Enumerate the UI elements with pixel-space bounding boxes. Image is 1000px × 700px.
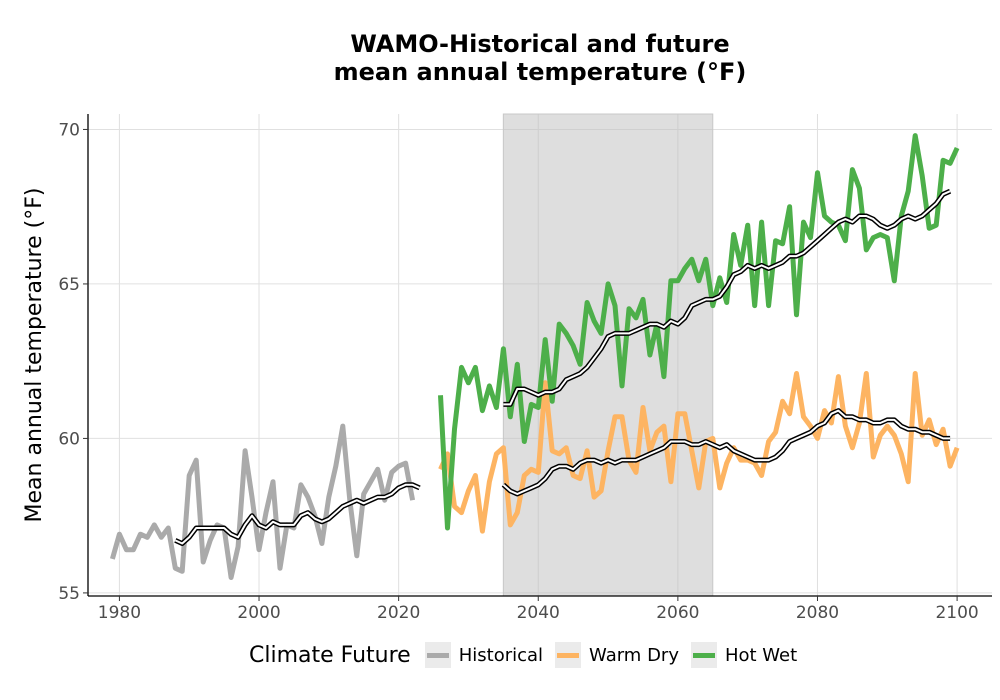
- series-lines: [109, 133, 960, 580]
- legend-title: Climate Future: [249, 642, 411, 668]
- chart-title-line-1: WAMO-Historical and future: [350, 30, 730, 58]
- legend-item-warm-dry: Warm Dry: [555, 642, 679, 668]
- y-axis-label: Mean annual temperature (°F): [22, 188, 47, 523]
- legend-key-hot-wet: [690, 642, 717, 668]
- legend: Climate Future Historical Warm Dry Hot W…: [249, 640, 809, 670]
- shaded-period-rect: [502, 113, 714, 597]
- x-tick-label-2080: 2080: [796, 603, 839, 623]
- legend-label-historical: Historical: [458, 644, 544, 666]
- x-tick-label-2020: 2020: [377, 603, 420, 623]
- x-tick-label-2100: 2100: [935, 603, 978, 623]
- legend-label-hot-wet: Hot Wet: [724, 644, 798, 666]
- legend-item-historical: Historical: [424, 642, 544, 668]
- x-tick-label-2060: 2060: [656, 603, 699, 623]
- series-line-hot-wet: [438, 133, 960, 531]
- legend-key-historical: [424, 642, 451, 668]
- x-tick-label-2000: 2000: [237, 603, 280, 623]
- axes: [87, 114, 992, 597]
- shaded-period: [502, 113, 714, 597]
- x-tick-label-2040: 2040: [517, 603, 560, 623]
- chart-title: WAMO-Historical and future mean annual t…: [40, 30, 1000, 86]
- trend-line-hot-wet: [503, 190, 951, 406]
- x-tick-label-1980: 1980: [98, 603, 141, 623]
- x-axis-ticks: 1980 2000 2020 2040 2060 2080 2100: [98, 596, 979, 623]
- y-tick-label-60: 60: [58, 429, 80, 449]
- legend-label-warm-dry: Warm Dry: [589, 644, 679, 666]
- chart-title-line-2: mean annual temperature (°F): [333, 58, 747, 86]
- trend-line-historical: [174, 483, 421, 545]
- legend-item-hot-wet: Hot Wet: [690, 642, 798, 668]
- y-tick-label-65: 65: [58, 275, 80, 295]
- legend-key-warm-dry: [555, 642, 582, 668]
- y-tick-label-70: 70: [58, 120, 80, 140]
- y-tick-label-55: 55: [58, 584, 80, 604]
- series-line-warm-dry: [438, 371, 960, 534]
- y-axis-ticks: 55 60 65 70: [58, 120, 88, 604]
- trend-line-warm-dry: [502, 409, 951, 495]
